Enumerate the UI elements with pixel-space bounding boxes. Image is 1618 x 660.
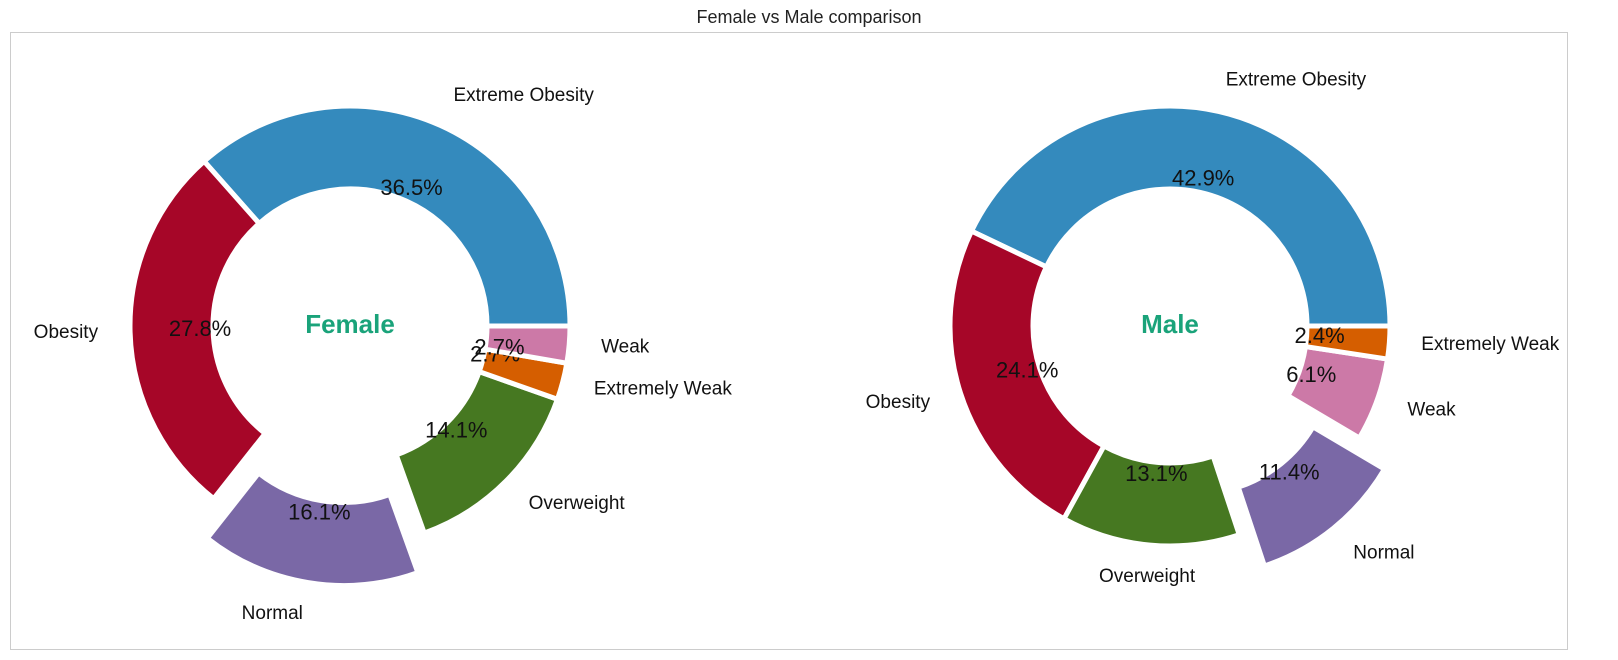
slice-normal [1235,423,1388,570]
pct-label-normal: 16.1% [288,499,350,524]
pct-label-overweight: 14.1% [425,418,487,443]
slice-weak [1284,343,1391,442]
plot-frame [10,32,1568,650]
pct-label-extremely-weak: 2.4% [1294,323,1344,348]
category-label-extreme-obesity: Extreme Obesity [1226,69,1367,90]
pct-label-obesity: 24.1% [996,358,1058,383]
category-label-extremely-weak: Extremely Weak [1421,334,1559,355]
center-label-female: Female [305,309,395,339]
chart-title: Female vs Male comparison [696,7,922,27]
slice-obesity [947,227,1108,523]
slice-overweight [1060,442,1243,549]
pct-label-weak: 2.7% [474,335,524,360]
category-label-normal: Normal [242,603,303,624]
pct-label-obesity: 27.8% [169,316,231,341]
category-label-extremely-weak: Extremely Weak [594,379,732,400]
slice-weak [482,323,573,367]
category-label-normal: Normal [1353,542,1414,563]
slice-extreme-obesity [200,103,573,329]
donut-chart-male: 42.9% Extreme Obesity 24.1% Obesity 13.1% Ove… [866,69,1560,587]
category-label-overweight: Overweight [1099,566,1196,587]
pct-label-weak: 6.1% [1286,362,1336,387]
slice-extremely-weak [1302,323,1393,362]
category-label-extreme-obesity: Extreme Obesity [453,85,594,106]
center-label-male: Male [1141,309,1199,339]
pct-label-normal: 11.4% [1259,460,1320,485]
category-label-overweight: Overweight [529,493,626,514]
pct-label-extreme-obesity: 36.5% [380,175,442,200]
category-label-weak: Weak [601,336,650,357]
pct-label-extreme-obesity: 42.9% [1172,166,1234,191]
slice-normal [203,469,422,588]
category-label-obesity: Obesity [34,322,99,343]
slice-obesity [127,157,269,503]
pct-label-overweight: 13.1% [1125,461,1187,486]
category-label-weak: Weak [1407,400,1456,421]
slice-extreme-obesity [968,103,1393,329]
donut-chart-female: 36.5% Extreme Obesity 27.8% Obesity 16.1% Nor… [34,85,733,624]
category-label-obesity: Obesity [866,392,931,413]
